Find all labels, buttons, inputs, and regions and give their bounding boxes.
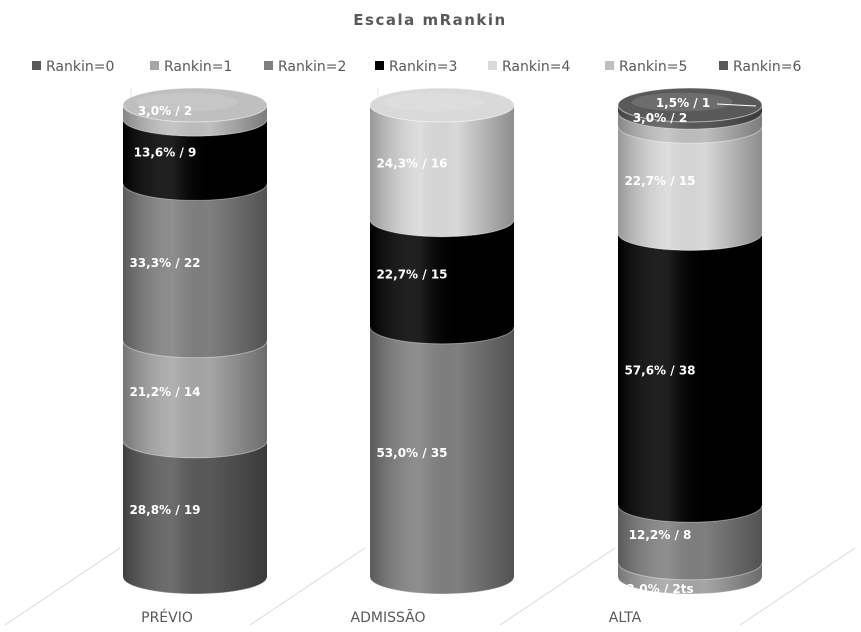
bar-top-cap [369, 87, 515, 123]
floor-line [4, 547, 121, 626]
legend-swatch-rankin-1 [150, 61, 159, 70]
bar-stack-alta [617, 87, 763, 595]
legend-swatch-rankin-2 [264, 61, 273, 70]
data-label: 53,0% / 35 [376, 446, 447, 460]
data-labels: 28,8% / 19 21,2% / 14 33,3% / 22 13,6% / 9 3… [129, 96, 757, 596]
segment-edge [369, 219, 515, 238]
legend-label-rankin-1: Rankin=1 [164, 59, 232, 75]
floor-line [739, 547, 856, 626]
bar-stack-admiss-o [369, 87, 515, 595]
legend-label-rankin-4: Rankin=4 [502, 59, 570, 75]
segment-edge [122, 119, 268, 137]
legend-label-rankin-5: Rankin=5 [619, 59, 687, 75]
floor-line [499, 547, 616, 626]
chart-title: Escala mRankin [353, 11, 506, 29]
bar-segment-shading [370, 326, 514, 594]
bar-segment-shading [123, 440, 267, 594]
legend-swatch-rankin-4 [488, 61, 497, 70]
bar-segment-shading [370, 219, 514, 344]
bar-segment-shading [123, 105, 267, 137]
data-label: 1,5% / 1 [656, 96, 710, 110]
bar-top-cap [617, 87, 763, 123]
data-label: 3,0% / 2 [633, 111, 687, 125]
segment-edge [617, 112, 763, 130]
x-tick-label-alta: ALTA [609, 610, 642, 626]
data-label: 33,3% / 22 [129, 256, 200, 270]
legend-label-rankin-3: Rankin=3 [389, 59, 457, 75]
legend-label-rankin-2: Rankin=2 [278, 59, 346, 75]
legend-label-rankin-0: Rankin=0 [46, 59, 114, 75]
bar-segment-shading [123, 183, 267, 358]
segment-edge [122, 440, 268, 459]
segment-edge [122, 183, 268, 201]
bar-segment-shading [618, 112, 762, 144]
x-axis: PRÉVIO ADMISSÃO ALTA [141, 609, 642, 626]
legend-label-rankin-6: Rankin=6 [733, 59, 801, 75]
data-label: 3,0% / 2 [138, 104, 192, 118]
bar-top-highlight [383, 92, 485, 112]
bar-segment-shading [618, 233, 762, 523]
bar-segment-shading [618, 562, 762, 594]
segment-edge [617, 126, 763, 144]
legend-swatch-rankin-3 [375, 61, 384, 70]
segment-edge [617, 233, 763, 251]
bar-top-cap [122, 87, 268, 123]
data-label: 12,2% / 8 [629, 528, 692, 542]
data-label: 13,6% / 9 [134, 145, 197, 159]
data-label: 22,7% / 15 [624, 174, 695, 188]
segment-edge [617, 576, 763, 595]
legend-swatch-rankin-6 [719, 61, 728, 70]
floor-line [249, 547, 366, 626]
bar-segment-shading [123, 340, 267, 458]
segment-edge [617, 562, 763, 581]
x-tick-label-admiss-o: ADMISSÃO [351, 609, 426, 626]
data-label: 24,3% / 16 [376, 156, 447, 170]
bar-top-highlight [136, 92, 238, 112]
bar-segment-shading [618, 126, 762, 251]
data-label: 22,7% / 15 [376, 267, 447, 281]
data-label: 21,2% / 14 [129, 385, 200, 399]
legend: Rankin=0 Rankin=1 Rankin=2 Rankin=3 Rankin=4… [32, 59, 801, 75]
bar-segment-shading [123, 119, 267, 201]
data-label: 28,8% / 19 [129, 503, 200, 517]
bars-layer [122, 87, 763, 595]
data-label: 3,0% / 2ts [626, 582, 693, 596]
bar-stack-pr-vio [122, 87, 268, 595]
segment-edge [617, 505, 763, 523]
legend-swatch-rankin-5 [605, 61, 614, 70]
bar-top-highlight [631, 92, 733, 112]
bar-segment-shading [370, 105, 514, 237]
data-label: 57,6% / 38 [624, 363, 695, 377]
bar-segment-shading [618, 505, 762, 580]
x-tick-label-pr-vio: PRÉVIO [141, 609, 193, 626]
segment-edge [369, 326, 515, 345]
legend-swatch-rankin-0 [32, 61, 41, 70]
segment-edge [122, 576, 268, 595]
segment-edge [369, 576, 515, 595]
bar-segment-shading [618, 105, 762, 130]
data-label-leader [716, 103, 757, 107]
segment-edge [122, 340, 268, 359]
